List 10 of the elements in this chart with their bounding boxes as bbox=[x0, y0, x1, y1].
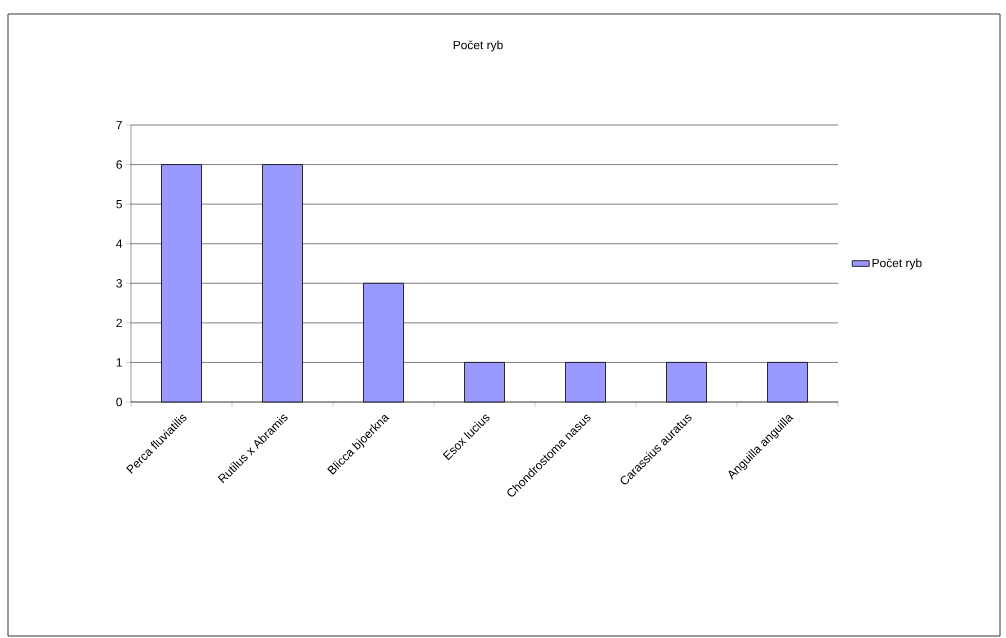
y-tick-label: 6 bbox=[116, 160, 122, 169]
legend-label: Počet ryb bbox=[872, 258, 922, 270]
y-tick-label: 1 bbox=[116, 358, 122, 367]
y-tick-label: 7 bbox=[116, 120, 122, 130]
y-tick-label: 3 bbox=[116, 279, 122, 288]
y-tick-label: 5 bbox=[116, 199, 122, 209]
y-tick-label: 2 bbox=[116, 318, 122, 328]
chart-title: Počet ryb bbox=[453, 40, 503, 52]
y-tick-label: 0 bbox=[116, 397, 123, 407]
y-tick-label: 4 bbox=[116, 239, 123, 248]
